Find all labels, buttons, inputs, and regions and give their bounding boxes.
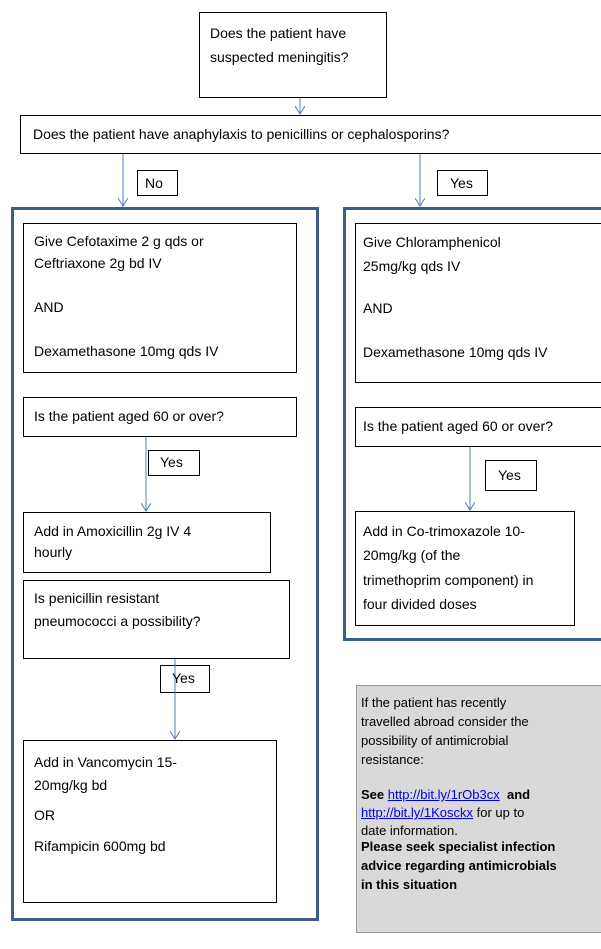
treatment-text: Add in Amoxicillin 2g IV 4: [34, 523, 192, 539]
note-text: If the patient has recently: [361, 695, 507, 710]
treatment-text: Rifampicin 600mg bd: [34, 838, 166, 854]
treatment-text: Give Chloramphenicol: [363, 234, 501, 250]
question-box: [23, 397, 297, 437]
start-text: Does the patient have: [210, 25, 347, 41]
treatment-text: Dexamethasone 10mg qds IV: [34, 343, 219, 359]
note-warning: in this situation: [361, 877, 458, 892]
treatment-box: [23, 512, 271, 573]
note-text: possibility of antimicrobial: [361, 733, 509, 748]
treatment-text: Add in Vancomycin 15-: [34, 754, 177, 770]
treatment-text: 20mg/kg (of the: [363, 547, 461, 563]
question-box: [20, 115, 601, 154]
treatment-text: Add in Co-trimoxazole 10-: [363, 523, 525, 539]
note-text: for up to: [476, 805, 525, 820]
treatment-text: Dexamethasone 10mg qds IV: [363, 344, 548, 360]
label-box: [148, 450, 200, 476]
link[interactable]: http://bit.ly/1Kosckx: [361, 805, 473, 820]
no-branch-container: [11, 207, 319, 921]
note-links-line: http://bit.ly/1Kosckx for up to: [361, 804, 524, 822]
note-text: See: [361, 787, 385, 802]
question-box: [23, 580, 290, 659]
note-text: and: [507, 787, 531, 802]
question-text: Is the patient aged 60 or over?: [34, 408, 224, 424]
label-box: [137, 170, 178, 196]
question-text: pneumococci a possibility?: [34, 613, 201, 629]
treatment-text: trimethoprim component) in: [363, 572, 534, 588]
question-box: [355, 407, 601, 447]
note-text: date information.: [361, 823, 458, 838]
treatment-text: OR: [34, 807, 55, 823]
treatment-text: four divided doses: [363, 596, 477, 612]
branch-label: No: [145, 175, 163, 191]
treatment-text: AND: [34, 299, 64, 315]
treatment-text: AND: [363, 300, 393, 316]
treatment-text: Ceftriaxone 2g bd IV: [34, 255, 162, 271]
treatment-box: [355, 223, 601, 383]
treatment-text: hourly: [34, 544, 73, 560]
branch-label: Yes: [450, 175, 473, 191]
link[interactable]: http://bit.ly/1rOb3cx: [387, 787, 500, 802]
note-text: travelled abroad consider the: [361, 714, 529, 729]
question-text: Does the patient have anaphylaxis to pen…: [33, 126, 450, 142]
treatment-box: [355, 511, 575, 626]
branch-label: Yes: [498, 467, 521, 483]
note-warning: advice regarding antimicrobials: [361, 858, 557, 873]
treatment-text: 25mg/kg qds IV: [363, 258, 461, 274]
note-warning: Please seek specialist infection: [361, 839, 556, 854]
branch-label: Yes: [172, 670, 195, 686]
label-box: [160, 665, 210, 693]
yes-branch-container: [343, 207, 601, 641]
treatment-text: 20mg/kg bd: [34, 777, 108, 793]
treatment-text: Give Cefotaxime 2 g qds or: [34, 233, 204, 249]
note-box: [356, 685, 601, 933]
branch-label: Yes: [160, 454, 183, 470]
question-text: Is penicillin resistant: [34, 590, 160, 606]
label-box: [437, 170, 488, 196]
label-box: [485, 460, 537, 491]
start-text: suspected meningitis?: [210, 49, 349, 65]
note-links-line: See http://bit.ly/1rOb3cx and: [361, 786, 530, 804]
note-text: resistance:: [361, 752, 424, 767]
question-text: Is the patient aged 60 or over?: [363, 418, 553, 434]
treatment-box: [23, 740, 277, 903]
treatment-box: [23, 223, 297, 373]
start-box: [199, 12, 387, 98]
